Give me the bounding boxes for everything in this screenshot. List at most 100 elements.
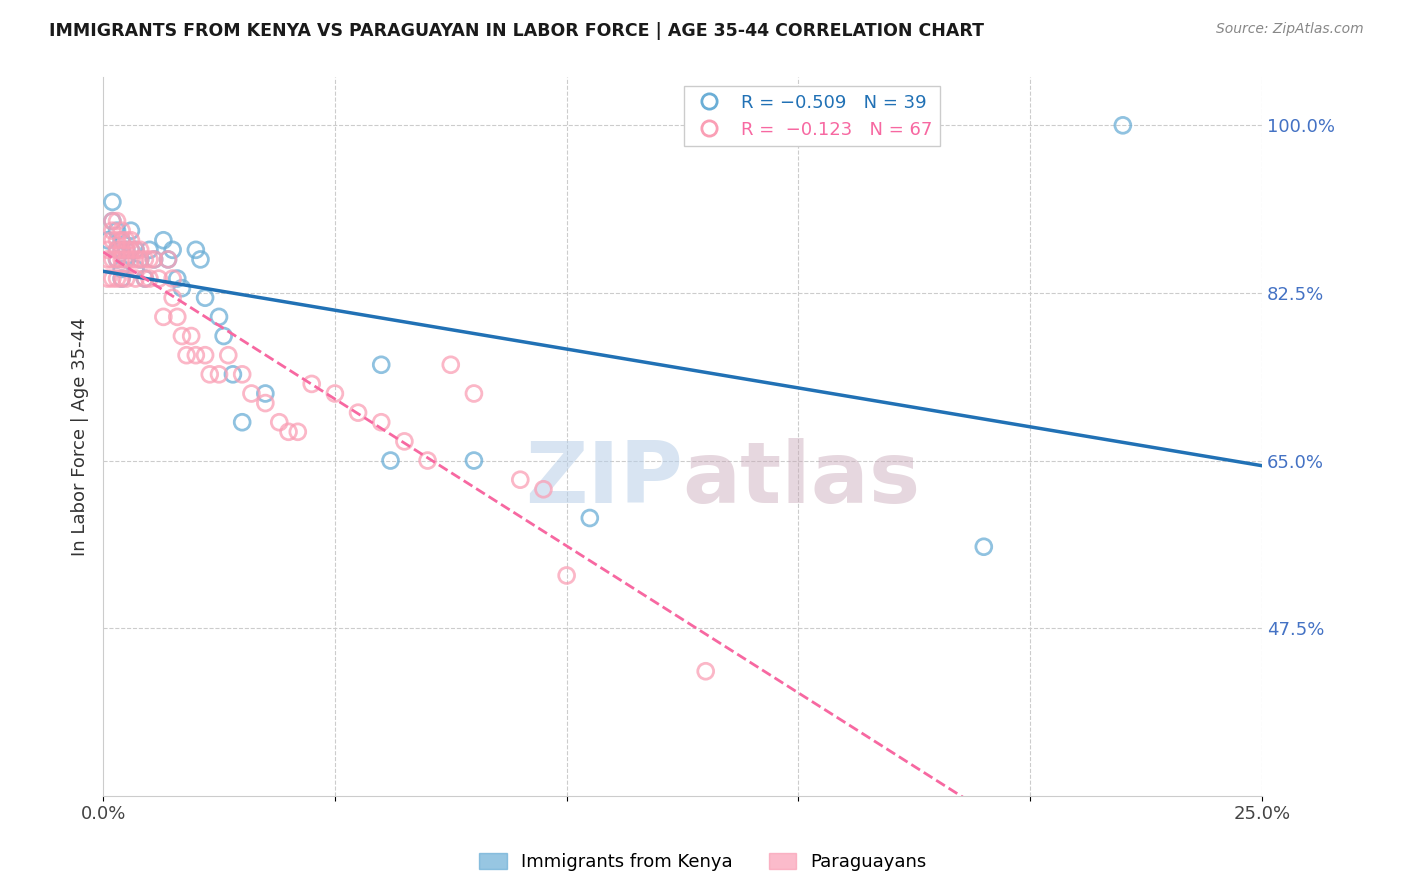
Point <box>105 271 128 285</box>
Point <box>416 453 439 467</box>
Point <box>138 271 160 285</box>
Text: IMMIGRANTS FROM KENYA VS PARAGUAYAN IN LABOR FORCE | AGE 35-44 CORRELATION CHART: IMMIGRANTS FROM KENYA VS PARAGUAYAN IN L… <box>49 22 984 40</box>
Point <box>184 243 207 257</box>
Point <box>105 243 128 257</box>
Point <box>269 415 291 429</box>
Point <box>231 415 253 429</box>
Point <box>134 271 156 285</box>
Point <box>101 194 124 209</box>
Point <box>254 386 277 401</box>
Point <box>101 214 124 228</box>
Point <box>170 281 193 295</box>
Point <box>105 243 128 257</box>
Point <box>115 233 138 247</box>
Legend: R = −0.509   N = 39, R =  −0.123   N = 67: R = −0.509 N = 39, R = −0.123 N = 67 <box>683 87 941 146</box>
Point <box>166 310 188 324</box>
Point <box>124 252 146 267</box>
Point <box>578 511 600 525</box>
Text: Source: ZipAtlas.com: Source: ZipAtlas.com <box>1216 22 1364 37</box>
Point <box>323 386 346 401</box>
Point <box>190 252 212 267</box>
Point <box>208 368 231 382</box>
Point <box>97 271 120 285</box>
Point <box>463 386 485 401</box>
Point <box>129 252 152 267</box>
Legend: Immigrants from Kenya, Paraguayans: Immigrants from Kenya, Paraguayans <box>472 846 934 879</box>
Point <box>115 252 138 267</box>
Point <box>111 233 134 247</box>
Point <box>105 252 128 267</box>
Point <box>111 233 134 247</box>
Text: atlas: atlas <box>682 438 921 521</box>
Point <box>695 665 717 679</box>
Point <box>162 243 184 257</box>
Point <box>111 243 134 257</box>
Point <box>170 329 193 343</box>
Point <box>129 252 152 267</box>
Point <box>148 271 170 285</box>
Point <box>101 252 124 267</box>
Point <box>101 233 124 247</box>
Point <box>555 568 578 582</box>
Point <box>208 310 231 324</box>
Point <box>105 233 128 247</box>
Point <box>105 252 128 267</box>
Point <box>124 243 146 257</box>
Point <box>370 358 392 372</box>
Point <box>222 368 245 382</box>
Point <box>152 310 174 324</box>
Point <box>240 386 263 401</box>
Point <box>97 243 120 257</box>
Point <box>180 329 202 343</box>
Point <box>97 252 120 267</box>
Point <box>111 224 134 238</box>
Point <box>111 262 134 277</box>
Point <box>217 348 239 362</box>
Point <box>287 425 309 439</box>
Point <box>198 368 221 382</box>
Point <box>97 233 120 247</box>
Point <box>138 252 160 267</box>
Point <box>973 540 995 554</box>
Point <box>162 271 184 285</box>
Point <box>129 243 152 257</box>
Point <box>157 252 180 267</box>
Point <box>152 233 174 247</box>
Point <box>120 243 142 257</box>
Point <box>254 396 277 410</box>
Point <box>176 348 198 362</box>
Point <box>134 252 156 267</box>
Point <box>157 252 180 267</box>
Point <box>184 348 207 362</box>
Point <box>301 376 323 391</box>
Point <box>115 243 138 257</box>
Point <box>212 329 235 343</box>
Point <box>134 271 156 285</box>
Point <box>166 271 188 285</box>
Point <box>115 243 138 257</box>
Point <box>138 243 160 257</box>
Point <box>533 483 555 497</box>
Point <box>101 271 124 285</box>
Point <box>194 348 217 362</box>
Point <box>194 291 217 305</box>
Point <box>105 214 128 228</box>
Point <box>143 252 166 267</box>
Point <box>101 224 124 238</box>
Point <box>111 243 134 257</box>
Point <box>124 271 146 285</box>
Point <box>370 415 392 429</box>
Text: ZIP: ZIP <box>524 438 682 521</box>
Point <box>394 434 416 449</box>
Point <box>162 291 184 305</box>
Point <box>124 262 146 277</box>
Point <box>1112 119 1135 133</box>
Point <box>143 252 166 267</box>
Point <box>509 473 531 487</box>
Point <box>111 271 134 285</box>
Point <box>463 453 485 467</box>
Point <box>231 368 253 382</box>
Point <box>380 453 402 467</box>
Point <box>115 271 138 285</box>
Point <box>111 252 134 267</box>
